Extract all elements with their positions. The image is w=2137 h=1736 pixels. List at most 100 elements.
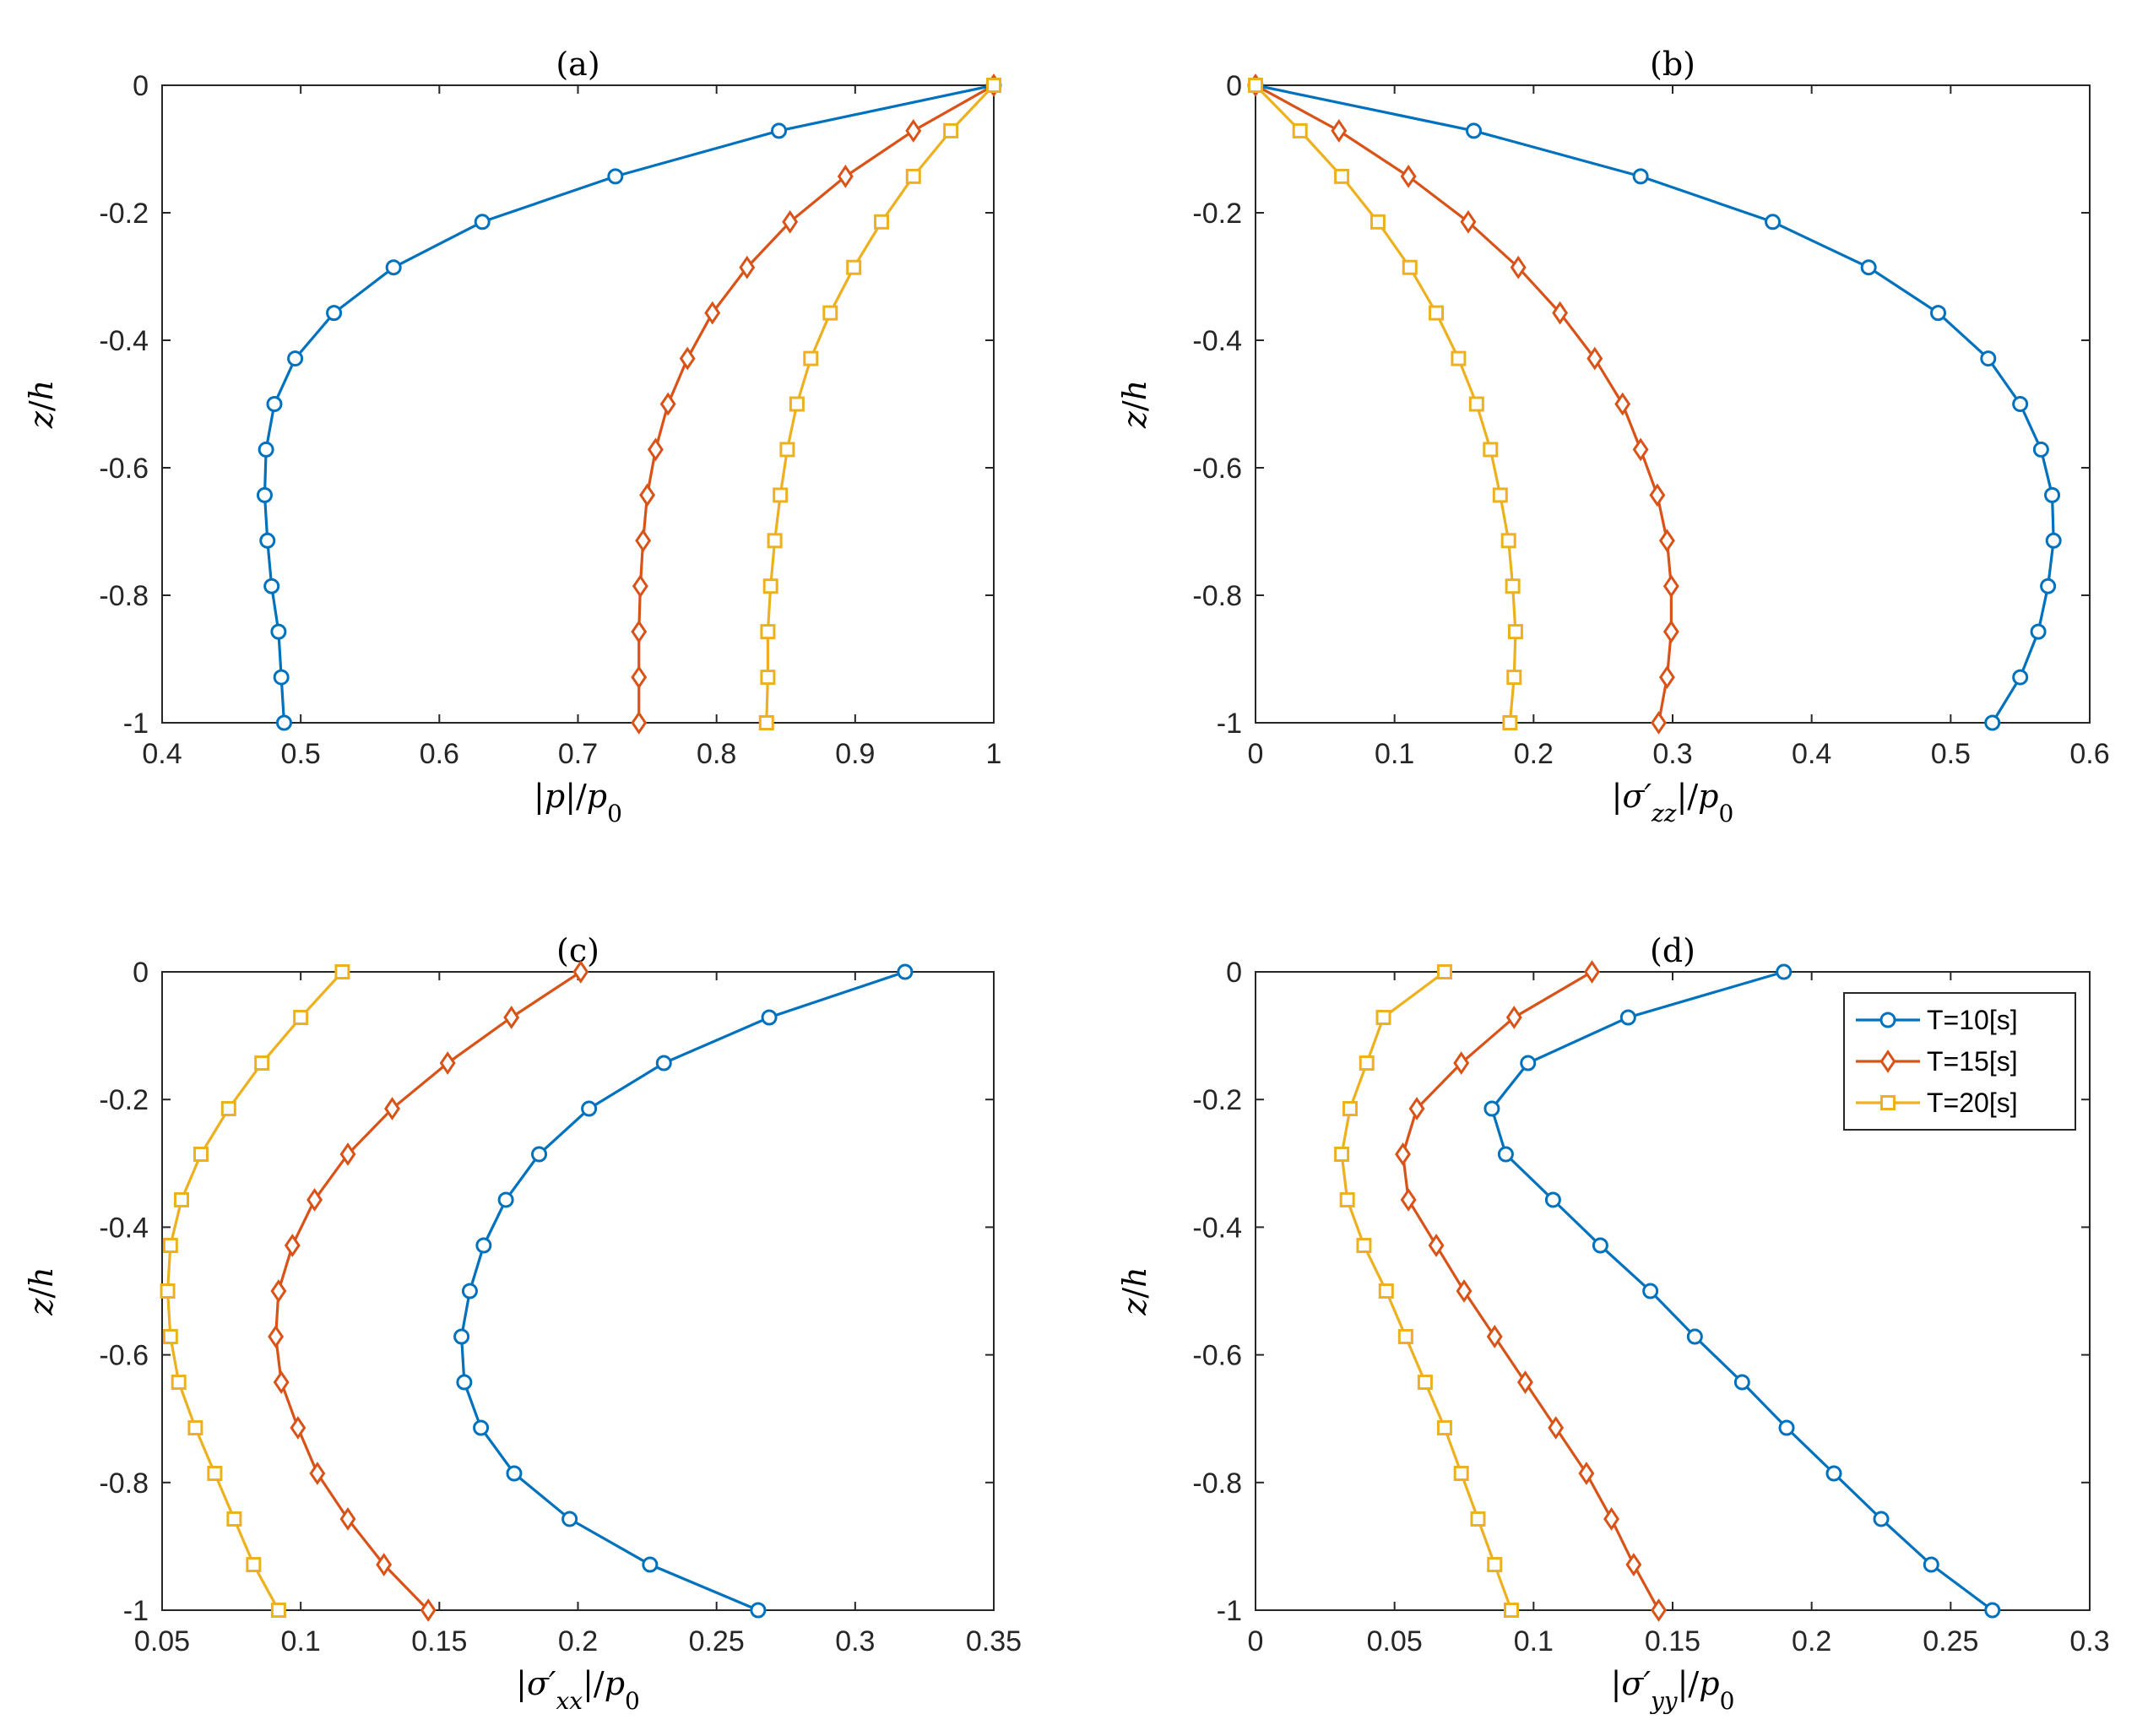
data-point — [160, 1283, 176, 1299]
y-tick-label: 0 — [133, 70, 149, 102]
data-point — [1378, 1283, 1394, 1299]
data-point — [439, 1051, 456, 1075]
data-point — [497, 1191, 514, 1208]
data-point — [1733, 1374, 1750, 1391]
y-axis-label: z/h — [1116, 1267, 1153, 1316]
panel-a: 0.4 0.5 0.6 0.7 0.8 0.9 1 0 -0.2 -0.4 -0.6 -0.8 -1 (a… — [23, 46, 1002, 827]
data-point — [1400, 1188, 1417, 1212]
data-point — [1980, 350, 1997, 367]
data-point — [1662, 574, 1679, 599]
y-tick-label: 0 — [1226, 70, 1242, 102]
series-T=20[s] — [758, 78, 1001, 730]
data-point — [1584, 960, 1600, 984]
y-tick-label: -0.2 — [1192, 198, 1242, 230]
data-point — [1873, 1511, 1890, 1527]
data-point — [760, 670, 776, 686]
data-point — [1417, 1375, 1433, 1391]
data-point — [258, 441, 274, 458]
series-line — [1255, 84, 2055, 724]
data-point — [1619, 1009, 1636, 1026]
x-tick-label: 0.9 — [835, 738, 875, 770]
data-point — [1923, 1556, 1939, 1573]
x-axis-label: |σ′yy|/p0 — [1611, 1665, 1735, 1715]
x-tick-label: 0.5 — [1931, 738, 1971, 770]
series-line — [459, 970, 906, 1612]
data-point — [632, 574, 648, 599]
y-axis-label: z/h — [23, 380, 60, 429]
data-point — [384, 1097, 400, 1120]
data-point — [456, 1374, 473, 1391]
data-point — [339, 1142, 356, 1166]
x-axis-label: |p|/p0 — [534, 778, 622, 827]
data-point — [1544, 1191, 1561, 1208]
data-point — [1658, 665, 1675, 690]
data-point — [1984, 714, 2001, 731]
data-point — [1765, 214, 1782, 231]
y-tick-label: -0.6 — [1192, 1340, 1242, 1372]
data-point — [309, 1462, 326, 1485]
data-point — [268, 1325, 285, 1348]
data-point — [1334, 168, 1350, 184]
panel-title: (a) — [556, 46, 599, 83]
axes-box — [161, 971, 995, 1611]
data-point — [1342, 1101, 1358, 1117]
x-axis-label: |σ′zz|/p0 — [1612, 778, 1734, 827]
series-T=10[s] — [1247, 77, 2062, 731]
x-tick-label: 0.3 — [835, 1625, 875, 1657]
x-tick-label: 0.05 — [134, 1625, 190, 1657]
data-point — [758, 715, 774, 730]
data-point — [631, 620, 648, 644]
data-point — [2012, 669, 2029, 686]
legend-marker — [1879, 1050, 1896, 1073]
data-point — [986, 78, 1001, 93]
data-point — [1686, 1328, 1703, 1345]
data-point — [266, 396, 283, 412]
legend: T=10[s] T=15[s] T=20[s] — [1843, 992, 2076, 1131]
data-point — [270, 1603, 286, 1618]
y-tick-label: -0.6 — [99, 1340, 149, 1372]
data-point — [503, 1006, 520, 1029]
data-point — [762, 578, 778, 594]
data-point — [639, 483, 656, 507]
data-point — [1592, 1237, 1608, 1254]
data-point — [420, 1598, 437, 1622]
data-point — [789, 396, 805, 412]
data-point — [256, 486, 273, 503]
data-point — [1468, 396, 1484, 412]
data-point — [1408, 1097, 1425, 1120]
data-point — [773, 487, 789, 503]
data-point — [1486, 1325, 1503, 1348]
data-point — [1625, 1553, 1642, 1576]
data-point — [1248, 78, 1263, 93]
x-tick-label: 0.2 — [1514, 738, 1554, 770]
x-tick-label: 0.6 — [420, 738, 459, 770]
panel-title: (b) — [1650, 46, 1695, 83]
data-point — [1453, 1051, 1470, 1075]
x-tick-label: 0.05 — [1367, 1625, 1423, 1657]
data-point — [2040, 578, 2057, 594]
x-tick-label: 0.25 — [1923, 1625, 1978, 1657]
series-line — [637, 84, 995, 723]
data-point — [1483, 442, 1499, 458]
data-point — [874, 214, 890, 230]
data-point — [162, 1238, 178, 1254]
series-T=15[s] — [268, 960, 589, 1622]
y-axis-label: z/h — [23, 1267, 60, 1316]
data-point — [290, 1416, 306, 1440]
data-point — [1428, 1234, 1445, 1257]
x-tick-label: 0.15 — [1645, 1625, 1700, 1657]
data-point — [897, 963, 914, 980]
data-point — [1603, 1507, 1620, 1531]
data-point — [1375, 1009, 1391, 1025]
y-tick-label: -0.4 — [99, 1212, 149, 1244]
data-point — [2032, 441, 2049, 458]
y-tick-label: -0.6 — [1192, 453, 1242, 485]
data-point — [2012, 396, 2029, 412]
y-tick-label: -0.2 — [99, 198, 149, 230]
data-point — [474, 214, 491, 231]
x-tick-label: 0.3 — [2069, 1625, 2109, 1657]
x-tick-label: 0.2 — [558, 1625, 598, 1657]
data-point — [334, 964, 350, 979]
data-point — [1506, 670, 1522, 686]
data-point — [1395, 1142, 1412, 1166]
